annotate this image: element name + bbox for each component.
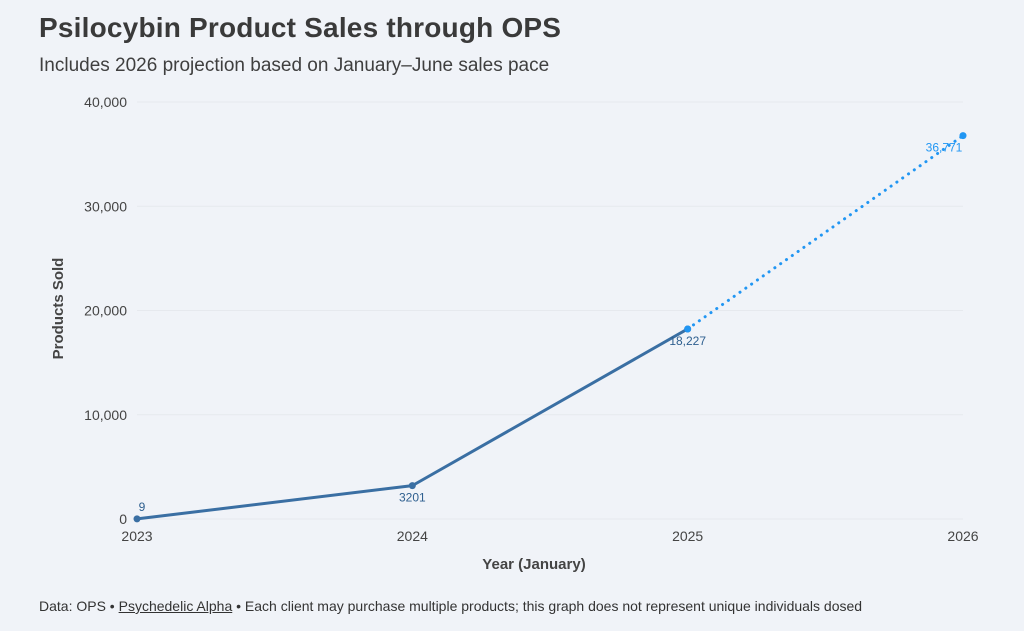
actual-point-2024 xyxy=(408,482,416,490)
x-tick-label-1: 2024 xyxy=(397,528,428,544)
data-label-2025: 18,227 xyxy=(669,334,706,348)
data-label-projection-2026: 36,771 xyxy=(926,141,963,155)
x-axis-title: Year (January) xyxy=(482,556,585,573)
y-tick-label-1: 10,000 xyxy=(84,407,127,423)
x-tick-label-3: 2026 xyxy=(947,528,978,544)
source-footer: Data: OPS • Psychedelic Alpha • Each cli… xyxy=(39,598,862,614)
psychedelic-alpha-link[interactable]: Psychedelic Alpha xyxy=(118,598,233,614)
chart-subtitle: Includes 2026 projection based on Januar… xyxy=(39,55,550,76)
projection-point-2025 xyxy=(684,325,692,333)
y-tick-label-0: 0 xyxy=(119,511,127,527)
actual-point-2023 xyxy=(133,515,141,523)
y-tick-label-4: 40,000 xyxy=(84,94,127,110)
x-tick-label-0: 2023 xyxy=(121,528,152,544)
footer-note: • Each client may purchase multiple prod… xyxy=(236,598,863,614)
projection-point-2026 xyxy=(959,132,967,140)
y-tick-label-3: 30,000 xyxy=(84,198,127,214)
y-axis-title: Products Sold xyxy=(50,258,67,360)
footer-prefix: Data: OPS • xyxy=(39,598,115,614)
chart-title: Psilocybin Product Sales through OPS xyxy=(39,12,562,43)
x-tick-label-2: 2025 xyxy=(672,528,703,544)
projection-line xyxy=(686,134,965,331)
y-tick-label-2: 20,000 xyxy=(84,303,127,319)
data-label-2024: 3201 xyxy=(399,491,426,505)
data-label-2023: 9 xyxy=(139,500,146,514)
